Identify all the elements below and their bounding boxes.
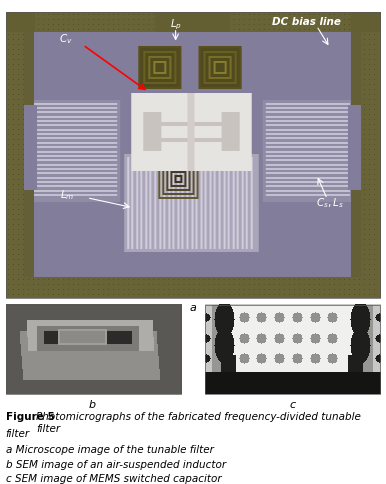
Text: a: a [190,303,196,314]
Text: $C_v$: $C_v$ [59,32,73,46]
Text: c SEM image of MEMS switched capacitor: c SEM image of MEMS switched capacitor [6,474,222,484]
Bar [6,12,380,298]
Text: Figure 5: Figure 5 [6,412,54,423]
Text: a Microscope image of the tunable filter: a Microscope image of the tunable filter [6,445,214,455]
Text: b SEM image of an air-suspended inductor: b SEM image of an air-suspended inductor [6,460,226,470]
Text: $L_m$: $L_m$ [60,188,75,202]
Text: b: b [89,400,96,410]
Text: $L_p$: $L_p$ [169,17,182,32]
Text: DC bias line: DC bias line [273,17,341,27]
Bar [205,305,380,394]
Text: Photomicrographs of the fabricated frequency-divided tunable filter: Photomicrographs of the fabricated frequ… [36,412,361,434]
Text: filter: filter [6,429,30,439]
Bar [6,305,181,394]
Text: c: c [290,400,296,410]
Text: $C_s, L_s$: $C_s, L_s$ [317,197,344,211]
